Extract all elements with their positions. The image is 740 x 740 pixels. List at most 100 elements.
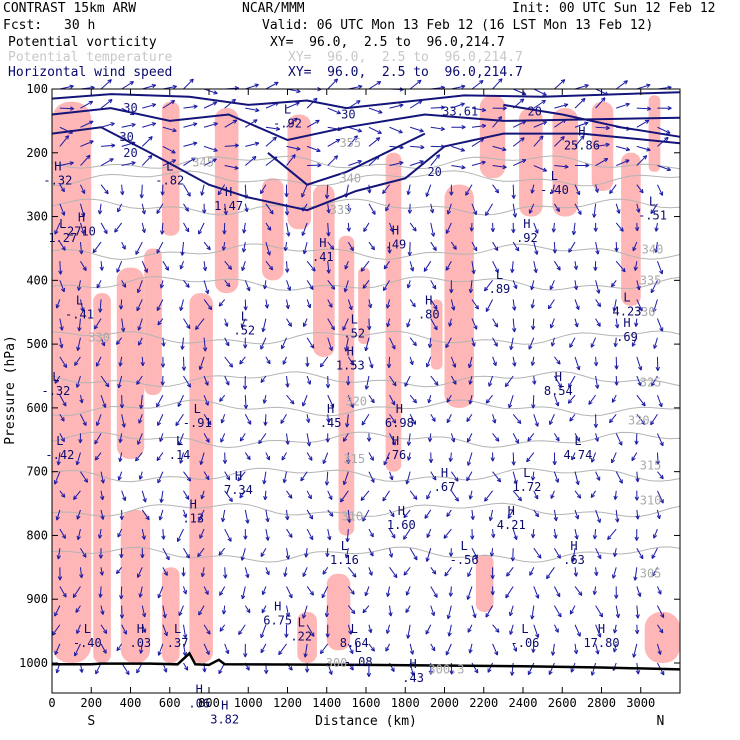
wind-vector [141, 260, 148, 273]
wind-vector [116, 337, 123, 345]
wind-vector [142, 103, 156, 109]
wind-vector-head [311, 267, 316, 272]
wind-vector-head [82, 553, 87, 558]
wind-vector [219, 624, 226, 632]
wind-vector [199, 356, 205, 370]
wind-vector [430, 241, 437, 251]
wind-vector-head [138, 475, 143, 480]
wind-vector [512, 433, 519, 444]
wind-vector [346, 529, 349, 542]
wind-vector [219, 586, 226, 596]
wind-vector [183, 157, 196, 166]
wind-vector-head [639, 554, 644, 560]
wind-vector [224, 98, 236, 109]
wind-vector-head [83, 478, 89, 483]
wind-vector-head [613, 552, 618, 557]
wind-vector [326, 548, 329, 557]
wind-vector [54, 471, 61, 485]
wind-vector-head [535, 594, 540, 599]
wind-vector-head [284, 268, 290, 273]
wind-vector-head [597, 633, 602, 638]
wind-vector-head [213, 147, 218, 152]
wind-vector-head [399, 103, 404, 108]
wind-vector-head [571, 557, 576, 562]
wind-vector-head [325, 384, 331, 389]
wind-vector [450, 586, 452, 597]
wind-vector [406, 471, 411, 485]
wind-vector-head [69, 84, 74, 89]
wind-vector [569, 413, 576, 422]
wind-vector-head [433, 325, 438, 331]
wind-vector-head [553, 534, 558, 539]
extremum-value: 6.75 [263, 614, 292, 628]
wind-vector-head [283, 246, 288, 252]
wind-vector-head [569, 417, 574, 422]
wind-vector [79, 567, 83, 579]
extremum-value: .52 [343, 327, 365, 341]
wind-vector-head [316, 148, 321, 153]
extremum-value: .45 [320, 416, 342, 430]
wind-vector [409, 242, 411, 256]
wind-vector-head [448, 552, 454, 557]
wind-vector-head [667, 106, 672, 111]
wind-vector [532, 471, 535, 481]
wind-vector-head [656, 514, 661, 520]
wind-vector-head [613, 342, 618, 348]
wind-vector [595, 433, 599, 442]
wind-vector [636, 547, 644, 560]
wind-vector [239, 490, 246, 499]
wind-vector [203, 471, 210, 480]
wind-vector [183, 203, 189, 212]
wind-vector-head [280, 419, 285, 424]
wind-vector [409, 299, 416, 308]
extremum-type: L [574, 434, 581, 448]
wind-vector [59, 586, 67, 598]
wind-vector [142, 122, 156, 128]
wind-vector-head [285, 555, 291, 560]
wind-vector-head [584, 83, 589, 89]
wind-vector [533, 261, 537, 273]
wind-vector-head [193, 104, 198, 109]
wind-vector [430, 375, 439, 386]
wind-vector [92, 241, 102, 253]
wind-vector [485, 394, 493, 404]
wind-vector-head [288, 533, 293, 538]
wind-vector [286, 490, 293, 499]
wind-vector-head [613, 495, 618, 500]
wind-vector-head [295, 101, 300, 106]
wind-vector-head [563, 103, 569, 108]
wind-vector [59, 414, 65, 422]
wind-vector [139, 586, 143, 598]
wind-vector-head [405, 480, 410, 485]
wind-vector-head [218, 551, 223, 556]
extremum-type: L [84, 622, 91, 636]
wind-vector-head [388, 553, 394, 558]
wind-vector [595, 184, 599, 193]
wind-vector [651, 547, 658, 559]
wind-vector [409, 160, 424, 167]
wind-vector [389, 413, 397, 424]
wind-vector [178, 605, 184, 616]
wind-vector-head [342, 437, 348, 442]
wind-vector-head [639, 188, 644, 194]
wind-vector-head [288, 666, 293, 671]
wind-vector-head [429, 208, 435, 214]
wind-vector-head [324, 194, 330, 199]
extremum-value: 8.54 [544, 384, 573, 398]
wind-vector [200, 452, 205, 465]
wind-vector-head [452, 245, 457, 250]
x-tick-label: 1200 [273, 696, 302, 710]
wind-vector [286, 605, 290, 617]
wind-vector-head [258, 439, 263, 445]
wind-vector-head [207, 420, 212, 426]
wind-vector-head [309, 285, 314, 290]
wind-vector-head [245, 573, 250, 579]
wind-vector-head [659, 499, 664, 504]
wind-vector [487, 662, 494, 673]
wind-vector [492, 116, 503, 128]
wind-vector-head [634, 496, 640, 501]
wind-vector-head [285, 304, 290, 310]
wind-vector-head [454, 477, 459, 482]
wind-vector-head [502, 106, 507, 111]
wind-vector [99, 299, 102, 313]
